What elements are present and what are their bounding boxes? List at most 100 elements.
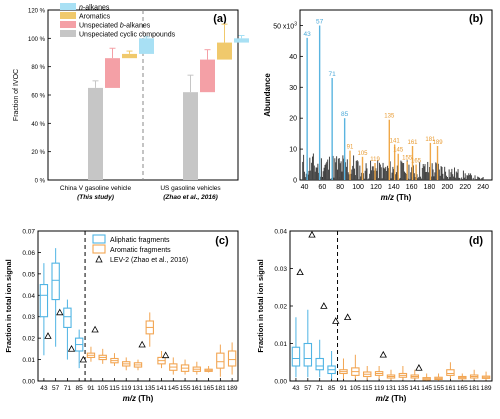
panel-c: 0.00 0.01 0.02 0.03 0.04 0.05 0.06 0.07 Fraction…: [4, 229, 239, 403]
panel-d-lev2-marker: [415, 364, 423, 371]
panel-c-lev2-marker: [79, 355, 87, 363]
panel-c-xtick-label: 165: [203, 385, 214, 392]
panel-c-legend-label: LEV-2 (Zhao et al., 2016): [110, 257, 188, 264]
panel-b-xtick-label: 100: [352, 184, 364, 191]
panel-a-ytick-label: 0 %: [35, 179, 46, 185]
panel-c-ytick-label: 0.06: [22, 250, 35, 257]
panel-d-xtick-label: 85: [328, 385, 336, 392]
panel-a-ytick-label: 120 %: [28, 9, 46, 15]
panel-d-lev2-marker: [332, 317, 340, 324]
panel-a-bar: [122, 53, 137, 59]
panel-c-xtick-label: 161: [191, 385, 202, 392]
panel-b-xlabel: m/z (Th): [381, 193, 412, 202]
panel-c-ytick-label: 0.02: [22, 336, 35, 343]
panel-b-ytick-label: 30: [289, 85, 297, 92]
panel-d-lev2-marker: [343, 313, 352, 321]
panel-c-box: [63, 307, 72, 328]
panel-d-xtick-label: 57: [304, 385, 312, 392]
panel-c-legend-swatch: [92, 234, 106, 244]
panel-b-peak-label: 141: [390, 138, 401, 144]
panel-c-label: (c): [215, 235, 229, 247]
panel-c-xtick-label: 189: [227, 385, 238, 392]
panel-d-xtick-label: 165: [457, 385, 468, 392]
panel-c-ytick-label: 0.05: [22, 271, 35, 278]
panel-b-ytick-label: 20: [289, 116, 297, 123]
panel-c-legend-label: Aliphatic fragments: [110, 237, 170, 244]
panel-c-lev2-marker: [56, 308, 64, 316]
panel-c-box: [51, 262, 60, 301]
panel-c-ytick-label: 0.03: [22, 314, 35, 321]
panel-c-ylabel: Fraction in total ion signal: [4, 259, 13, 352]
panel-c-xtick-label: 181: [215, 385, 226, 392]
panel-a-group-label: China V gasoline vehicle: [60, 185, 132, 192]
panel-a-group-sublabel: (Zhao et al., 2016): [163, 194, 218, 201]
panel-a-legend-swatch: [60, 21, 76, 28]
panel-b-peak-label: 85: [341, 111, 349, 118]
panel-d-xtick-label: 141: [409, 385, 420, 392]
panel-c-ytick-label: 0.00: [22, 379, 35, 386]
panel-d-xtick-label: 135: [397, 385, 408, 392]
panel-c-xtick-label: 57: [52, 385, 60, 392]
panel-a-group-label: US gasoline vehicles: [160, 185, 221, 192]
panel-b-xtick-label: 160: [406, 184, 418, 191]
panel-a-bar: [88, 87, 103, 180]
panel-b-peak-label: 161: [408, 140, 419, 146]
panel-b-label: (b): [469, 13, 483, 25]
panel-a-legend-swatch: [60, 12, 76, 19]
panel-d-box: [303, 342, 313, 367]
panel-c-box: [39, 284, 49, 318]
panel-d-ylabel: Fraction in total ion signal: [256, 259, 265, 352]
panel-b-peak-label: 155: [402, 155, 413, 161]
panel-b-peak-label: 145: [393, 148, 404, 154]
panel-c-xtick-label: 43: [40, 385, 48, 392]
panel-b-peak-label: 57: [316, 18, 324, 25]
panel-b-ytick-label: 40: [289, 54, 297, 61]
panel-c-xtick-label: 91: [87, 385, 95, 392]
panel-a-bar: [217, 42, 232, 60]
panel-c-xtick-label: 141: [156, 385, 167, 392]
panel-d-ytick-label: 0.02: [274, 304, 287, 311]
panel-d-xtick-label: 115: [362, 385, 373, 392]
panel-c-lev2-marker: [44, 332, 52, 339]
panel-d-ytick-label: 0.04: [274, 229, 287, 236]
panel-a-legend-label: Aromatics: [79, 14, 111, 21]
panel-a-ylabel: Fraction of IVOC: [13, 69, 20, 121]
panel-c-xtick-label: 71: [64, 385, 72, 392]
panel-c-xtick-label: 119: [121, 385, 132, 392]
panel-d-lev2-marker: [379, 350, 387, 358]
panel-c-lev2-marker: [138, 340, 146, 348]
panel-a: 0 % 20 % 40 % 60 % 80 % 100 % 120 % Fraction of…: [13, 3, 249, 201]
panel-b-ytick-label: 10: [289, 147, 297, 154]
panel-d-xtick-label: 155: [433, 385, 444, 392]
panel-d-ytick-label: 0.01: [274, 341, 287, 348]
panel-c-lev2-marker: [161, 351, 170, 359]
panel-c-legend-swatch: [92, 244, 106, 254]
panel-a-bar: [139, 38, 154, 54]
panel-b-xtick-label: 200: [442, 184, 454, 191]
panel-a-legend-label: n-alkanes: [79, 5, 110, 12]
panel-b-ymax-label: 50 x103: [273, 21, 297, 30]
panel-d-lev2-marker: [296, 268, 304, 276]
panel-c-xtick-label: 135: [144, 385, 155, 392]
panel-b-xtick-label: 40: [301, 184, 309, 191]
panel-d-lev2-marker: [308, 230, 316, 238]
panel-d-xtick-label: 145: [421, 385, 432, 392]
panel-c-xtick-label: 145: [168, 385, 179, 392]
panel-c-lev2-marker: [67, 345, 76, 352]
panel-b-ytick-label: 0: [293, 178, 297, 185]
panel-a-bar: [183, 92, 198, 180]
panel-d: 0.00 0.01 0.02 0.03 0.04 Fraction in total io…: [256, 229, 493, 403]
panel-b-frame: [299, 9, 493, 181]
panel-b-peak-label: 119: [370, 157, 380, 163]
panel-b-peak-label: 165: [411, 159, 422, 165]
panel-d-xtick-label: 189: [481, 385, 492, 392]
panel-d-xtick-label: 119: [374, 385, 385, 392]
panel-d-label: (d): [469, 235, 483, 247]
panel-b: 0 10 20 30 40 50 x103 Abundance 40 60 80 100 120 140…: [263, 9, 493, 202]
panel-a-ytick-label: 80 %: [31, 65, 45, 71]
panel-b-xtick-label: 60: [318, 184, 326, 191]
panel-c-box: [227, 350, 237, 367]
panel-b-peak-label: 135: [384, 114, 395, 120]
panel-c-ytick-label: 0.04: [22, 293, 35, 300]
